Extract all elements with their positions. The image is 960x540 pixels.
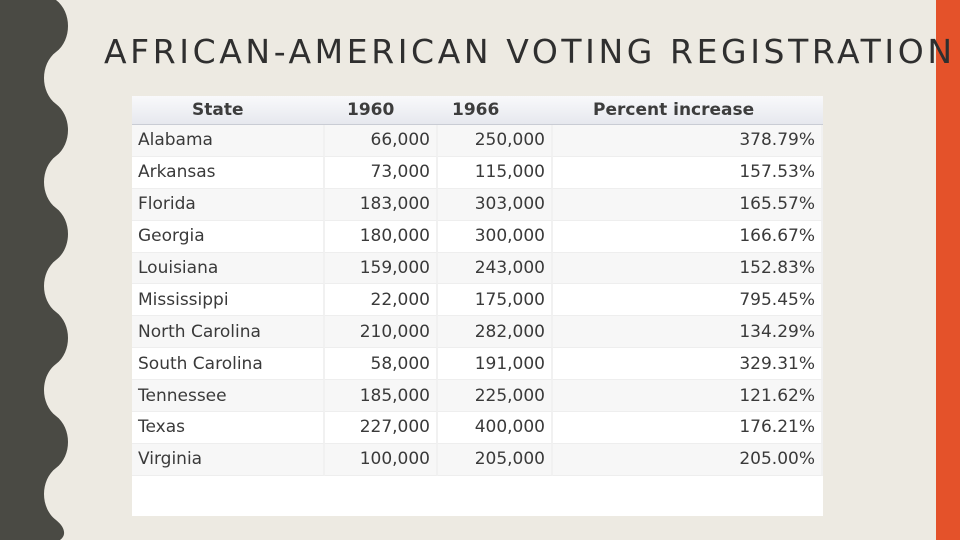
cell-1966: 303,000: [438, 188, 553, 221]
table-header-row: State 1960 1966 Percent increase: [132, 96, 823, 125]
table-row: Tennessee 185,000 225,000 121.62%: [132, 380, 823, 413]
cell-state: Florida: [132, 188, 325, 221]
slide-title: AFRICAN-AMERICAN VOTING REGISTRATION: [104, 32, 956, 71]
table-row: Alabama 66,000 250,000 378.79%: [132, 125, 823, 157]
header-1966: 1966: [438, 96, 553, 125]
cell-1966: 205,000: [438, 443, 553, 476]
cell-1960: 227,000: [325, 412, 438, 444]
cell-percent: 134.29%: [553, 316, 823, 349]
header-state: State: [132, 96, 325, 125]
table-row: Arkansas 73,000 115,000 157.53%: [132, 156, 823, 189]
header-1960: 1960: [325, 96, 438, 125]
cell-1960: 100,000: [325, 443, 438, 476]
table-row: Virginia 100,000 205,000 205.00%: [132, 443, 823, 476]
cell-state: South Carolina: [132, 348, 325, 381]
cell-state: Alabama: [132, 125, 325, 157]
registration-table: State 1960 1966 Percent increase Alabama…: [132, 96, 823, 476]
cell-1960: 66,000: [325, 125, 438, 157]
cell-state: Georgia: [132, 220, 325, 253]
cell-state: Arkansas: [132, 156, 325, 189]
cell-1960: 210,000: [325, 316, 438, 349]
cell-state: Louisiana: [132, 252, 325, 285]
table-row: Florida 183,000 303,000 165.57%: [132, 188, 823, 221]
table-row: Texas 227,000 400,000 176.21%: [132, 412, 823, 444]
cell-state: North Carolina: [132, 316, 325, 349]
table-row: Mississippi 22,000 175,000 795.45%: [132, 284, 823, 317]
cell-percent: 176.21%: [553, 412, 823, 444]
cell-state: Virginia: [132, 443, 325, 476]
cell-1960: 180,000: [325, 220, 438, 253]
cell-percent: 152.83%: [553, 252, 823, 285]
wavy-edge-shape: [0, 0, 68, 540]
cell-1966: 250,000: [438, 125, 553, 157]
cell-percent: 795.45%: [553, 284, 823, 317]
cell-percent: 205.00%: [553, 443, 823, 476]
cell-1960: 159,000: [325, 252, 438, 285]
cell-percent: 165.57%: [553, 188, 823, 221]
cell-percent: 121.62%: [553, 380, 823, 413]
cell-1960: 22,000: [325, 284, 438, 317]
cell-1960: 185,000: [325, 380, 438, 413]
cell-1966: 300,000: [438, 220, 553, 253]
cell-percent: 166.67%: [553, 220, 823, 253]
cell-1966: 243,000: [438, 252, 553, 285]
cell-percent: 157.53%: [553, 156, 823, 189]
table-row: Louisiana 159,000 243,000 152.83%: [132, 252, 823, 285]
table-row: Georgia 180,000 300,000 166.67%: [132, 220, 823, 253]
table-image: State 1960 1966 Percent increase Alabama…: [132, 96, 823, 516]
cell-1960: 73,000: [325, 156, 438, 189]
accent-bar: [936, 0, 960, 540]
cell-state: Texas: [132, 412, 325, 444]
cell-1960: 58,000: [325, 348, 438, 381]
cell-state: Mississippi: [132, 284, 325, 317]
cell-1966: 225,000: [438, 380, 553, 413]
header-percent-increase: Percent increase: [553, 96, 823, 125]
cell-1966: 191,000: [438, 348, 553, 381]
table-row: North Carolina 210,000 282,000 134.29%: [132, 316, 823, 349]
cell-1966: 400,000: [438, 412, 553, 444]
table-row: South Carolina 58,000 191,000 329.31%: [132, 348, 823, 381]
cell-state: Tennessee: [132, 380, 325, 413]
cell-percent: 378.79%: [553, 125, 823, 157]
cell-1960: 183,000: [325, 188, 438, 221]
cell-1966: 175,000: [438, 284, 553, 317]
cell-1966: 282,000: [438, 316, 553, 349]
wavy-side-decoration: [0, 0, 68, 540]
cell-percent: 329.31%: [553, 348, 823, 381]
cell-1966: 115,000: [438, 156, 553, 189]
